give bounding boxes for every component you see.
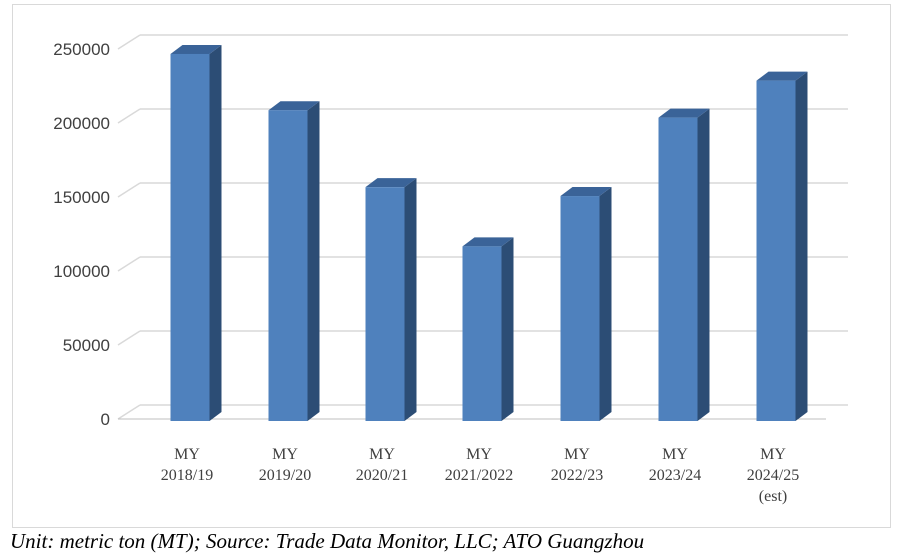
- x-tick-line: 2021/2022: [445, 467, 513, 484]
- bar-front: [658, 117, 698, 421]
- bar-front: [268, 110, 308, 421]
- y-tick-label: 250000: [53, 40, 110, 59]
- bar-side: [795, 71, 808, 421]
- x-tick-line: 2022/23: [551, 467, 603, 484]
- y-tick-label: 150000: [53, 188, 110, 207]
- bar-top: [756, 71, 808, 81]
- bar-top: [170, 44, 222, 54]
- bar-top: [268, 101, 320, 111]
- chart-caption: Unit: metric ton (MT); Source: Trade Dat…: [10, 529, 645, 553]
- y-axis-ticks: 0 50000 100000 150000 200000 250000: [53, 40, 110, 429]
- bars: [170, 44, 808, 422]
- x-tick-line: MY: [369, 446, 395, 463]
- x-tick-label: MY 2024/25 (est): [747, 446, 799, 505]
- x-tick-line: MY: [564, 446, 590, 463]
- bar: [365, 178, 417, 421]
- gridline-side: [117, 256, 141, 272]
- gridline-side: [117, 34, 141, 50]
- bar-side: [697, 108, 710, 421]
- bar-side: [501, 237, 514, 421]
- x-tick-label: MY 2021/2022: [445, 446, 513, 484]
- y-tick-label: 0: [101, 410, 110, 429]
- bar-side: [307, 101, 320, 421]
- gridline-side: [117, 404, 141, 420]
- x-tick-line: MY: [272, 446, 298, 463]
- x-tick-line: MY: [174, 446, 200, 463]
- bar: [462, 237, 514, 421]
- x-tick-line: 2019/20: [259, 467, 311, 484]
- bar: [658, 108, 710, 421]
- bar-top: [658, 108, 710, 118]
- gridline-side: [117, 108, 141, 124]
- bar-top: [462, 237, 514, 247]
- gridline-side: [117, 330, 141, 346]
- x-tick-line: 2020/21: [356, 467, 408, 484]
- bar-front: [365, 187, 405, 421]
- bar-front: [560, 196, 600, 421]
- x-tick-line: MY: [760, 446, 786, 463]
- x-tick-label: MY 2023/24: [649, 446, 701, 484]
- x-tick-label: MY 2020/21: [356, 446, 408, 484]
- x-tick-line: 2018/19: [161, 467, 213, 484]
- bar-chart: 0 50000 100000 150000 200000 250000 MY 2018/19…: [53, 34, 848, 505]
- x-tick-line: 2023/24: [649, 467, 701, 484]
- x-tick-line: MY: [662, 446, 688, 463]
- bar: [756, 71, 808, 421]
- y-tick-label: 200000: [53, 114, 110, 133]
- bar-top: [560, 187, 612, 197]
- x-tick-line: MY: [466, 446, 492, 463]
- bar-top: [365, 178, 417, 188]
- bar-side: [599, 187, 612, 421]
- bar-front: [462, 246, 502, 421]
- bar: [560, 187, 612, 421]
- bar-front: [170, 53, 210, 422]
- bar: [268, 101, 320, 421]
- y-tick-label: 100000: [53, 262, 110, 281]
- y-tick-label: 50000: [63, 336, 110, 355]
- bar-side: [404, 178, 417, 421]
- x-tick-label: MY 2018/19: [161, 446, 213, 484]
- chart-frame: [12, 4, 891, 528]
- bar-front: [756, 80, 796, 421]
- x-tick-line: (est): [759, 488, 787, 505]
- x-tick-line: 2024/25: [747, 467, 799, 484]
- x-tick-label: MY 2022/23: [551, 446, 603, 484]
- x-tick-label: MY 2019/20: [259, 446, 311, 484]
- bar: [170, 44, 222, 422]
- bar-side: [209, 44, 222, 422]
- gridline-side: [117, 182, 141, 198]
